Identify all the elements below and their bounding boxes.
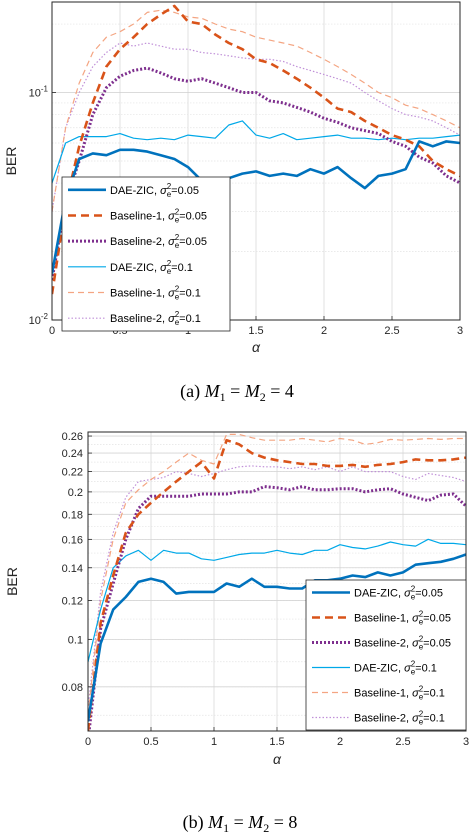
x-tick-label: 2.5 [384,325,399,337]
x-ticks-b: 0 0.5 1 1.5 2 2.5 3 [85,727,469,748]
y-tick-label: 0.26 [62,431,83,443]
series-line [52,42,460,212]
y-tick-label: 0.14 [62,563,83,575]
x-tick-label: 0 [85,736,91,748]
legend-entry: Baseline-2, σ2 e=0.05 [354,635,451,652]
y-tick-label: 0.24 [62,448,83,460]
x-tick-label: 1.5 [248,325,263,337]
legend-box [305,579,467,731]
legend-entry: Baseline-2, σ2 e=0.1 [354,710,445,727]
legend-entry: Baseline-2, σ2 e=0.1 [110,310,201,327]
series-line [88,433,466,716]
x-axis-label-a: α [252,339,261,355]
series-line [52,140,460,274]
chart-panel-b: 0 0.5 1 1.5 2 2.5 3 0.08 0.1 0.12 0.14 0.16 0.18 0.2… [4,431,469,835]
y-tick-label: 0.18 [62,509,83,521]
series-line [52,9,460,212]
legend-box [61,176,231,332]
series-line [52,120,460,184]
y-ticks-a: 10-2 10-1 [29,85,56,327]
series-line [88,438,466,731]
x-tick-label: 2 [321,325,327,337]
series-line [88,538,466,662]
y-tick-label: 0.08 [62,682,83,694]
legend-entry: DAE-ZIC, σ2 e=0.05 [354,585,443,602]
x-tick-label: 2.5 [395,736,410,748]
y-axis-label-b: BER [4,567,20,596]
series-line [88,485,466,731]
legend-entry: Baseline-1, σ2 e=0.1 [110,285,201,302]
legend-entry: Baseline-1, σ2 e=0.05 [110,208,207,225]
y-ticks-b: 0.08 0.1 0.12 0.14 0.16 0.18 0.2 0.22 0.24 0.26 [62,431,92,694]
y-tick-label: 0.2 [68,487,83,499]
y-tick-label: 0.1 [68,634,83,646]
y-tick-label: 10-1 [29,85,49,100]
y-tick-label: 0.12 [62,596,83,608]
legend-entry: DAE-ZIC, σ2 e=0.1 [110,259,193,276]
legend-b: DAE-ZIC, σ2 e=0.05 Baseline-1, σ2 e=0.05 Bas… [305,579,467,731]
legend-entry: Baseline-2, σ2 e=0.05 [110,233,207,250]
caption-b: (b) M1 = M2 = 8 [183,812,298,835]
x-tick-label: 0.5 [143,736,158,748]
x-tick-label: 1.5 [269,736,284,748]
legend-a: DAE-ZIC, σ2 e=0.05 Baseline-1, σ2 e=0.05 Bas… [61,176,231,332]
x-tick-label: 3 [463,736,469,748]
series-line [52,66,460,281]
y-tick-label: 0.22 [62,467,83,479]
y-tick-label: 0.16 [62,534,83,546]
legend-entry: Baseline-1, σ2 e=0.05 [354,610,451,627]
series-line [88,553,466,722]
x-tick-label: 0 [49,325,55,337]
chart-panel-a: 00.511.522.53 10-210-1 α BER DAE-ZIC, σ2… [3,1,463,404]
legend-entry: DAE-ZIC, σ2 e=0.1 [354,660,437,677]
x-tick-label: 3 [457,325,463,337]
y-tick-label: 10-2 [29,312,49,327]
plot-lines-a [52,4,460,295]
x-tick-label: 1 [211,736,217,748]
y-axis-label-a: BER [3,147,19,176]
legend-entry: Baseline-1, σ2 e=0.1 [354,685,445,702]
x-tick-label: 2 [337,736,343,748]
caption-a: (a) M1 = M2 = 4 [180,381,294,404]
plot-lines-b [88,433,466,731]
grid-b [87,432,467,731]
legend-entry: DAE-ZIC, σ2 e=0.05 [110,182,199,199]
x-axis-label-b: α [273,751,282,767]
